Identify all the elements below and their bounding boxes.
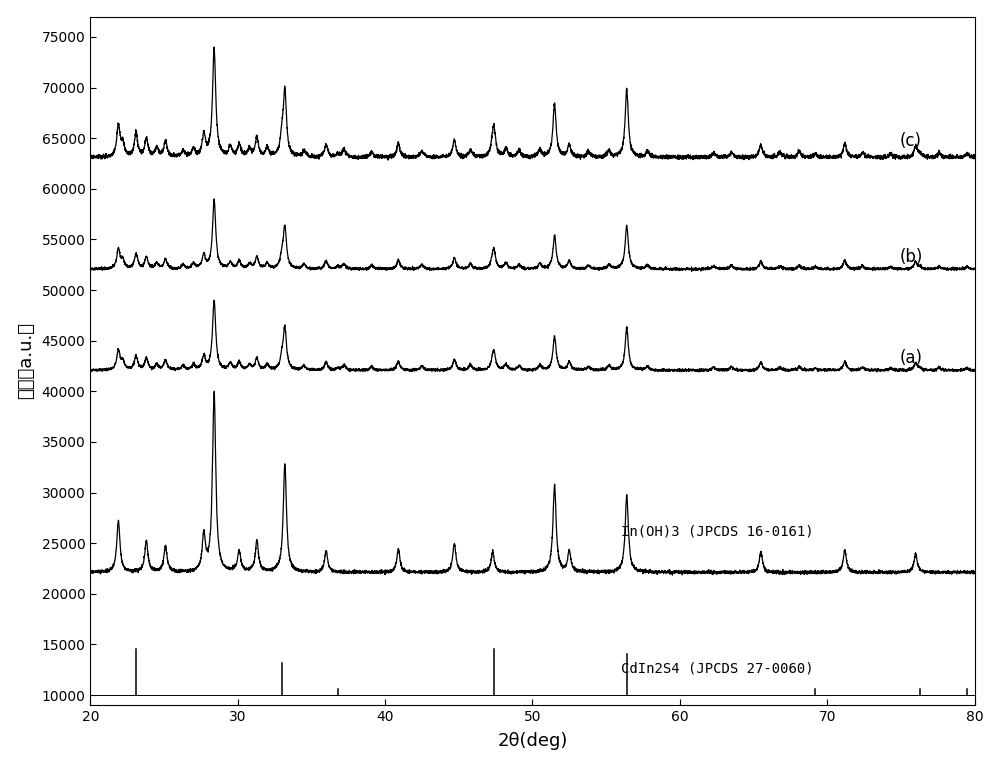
Text: (c): (c)	[899, 132, 921, 150]
Text: CdIn2S4 (JPCDS 27-0060): CdIn2S4 (JPCDS 27-0060)	[621, 662, 813, 676]
Text: (a): (a)	[899, 349, 922, 367]
X-axis label: 2θ(deg): 2θ(deg)	[497, 732, 568, 750]
Text: (b): (b)	[899, 248, 923, 265]
Y-axis label: 强度（a.u.）: 强度（a.u.）	[17, 322, 35, 400]
Text: In(OH)3 (JPCDS 16-0161): In(OH)3 (JPCDS 16-0161)	[621, 524, 813, 538]
